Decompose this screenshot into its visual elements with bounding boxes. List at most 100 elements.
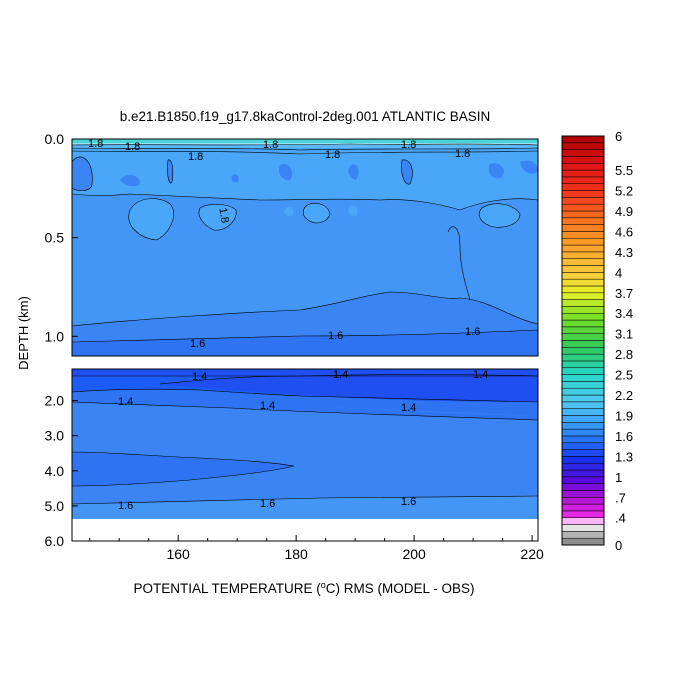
colorbar-labels: 0 .4 .7 1 1.3 1.6 1.9 2.2 2.5 2.8 3.1 3.4 3.7 4 4.3 4.6…: [615, 129, 633, 553]
colorbar-tick-label: 3.1: [615, 327, 633, 342]
top-panel-frame: [71, 138, 539, 357]
contour-labels: 1.8 1.8 1.8 1.8 1.8 1.8 1.8 1.8 1.6 1.6 …: [88, 138, 488, 512]
colorbar-cell: [561, 381, 605, 389]
colorbar-tick-label: 4.9: [615, 204, 633, 219]
colorbar-cell: [561, 326, 605, 334]
contour-label: 1.6: [190, 338, 205, 350]
chart-title: b.e21.B1850.f19_g17.8kaControl-2deg.001 …: [120, 109, 491, 124]
colorbar-tick-label: 2.5: [615, 368, 633, 383]
colorbar-cell: [561, 244, 605, 253]
colorbar-cell: [561, 490, 605, 498]
contour-label: 1.8: [325, 149, 340, 161]
contour-label: 1.4: [260, 400, 275, 412]
colorbar-cell: [561, 347, 605, 355]
colorbar-cell: [561, 469, 605, 478]
colorbar-tick-label: 2.8: [615, 347, 633, 362]
colorbar-cell: [561, 238, 605, 246]
colorbar-tick-label: 4.3: [615, 245, 633, 260]
colorbar-cell: [561, 449, 605, 457]
y-tick-label: 4.0: [45, 463, 65, 479]
colorbar-cell: [561, 285, 605, 294]
colorbar-cell: [561, 537, 605, 546]
colorbar-cell: [561, 183, 605, 191]
contour-label: 1.4: [192, 371, 207, 383]
x-tick-label: 160: [166, 546, 190, 562]
colorbar-cell: [561, 197, 605, 205]
colorbar-cell: [561, 422, 605, 430]
colorbar-cell: [561, 135, 605, 144]
contour-label: 1.4: [333, 369, 348, 381]
bottom-contours: [72, 374, 538, 505]
contour-label: 1.8: [125, 141, 140, 153]
x-tick-label: 200: [402, 546, 426, 562]
colorbar-cell: [561, 510, 605, 518]
colorbar-cell: [561, 483, 605, 491]
y-tick-label: 0.5: [45, 230, 65, 246]
x-axis: 160 180 200 220: [89, 535, 544, 562]
colorbar-tick-label: 4.6: [615, 224, 633, 239]
colorbar-cell: [561, 394, 605, 403]
colorbar-cell: [561, 278, 605, 287]
colorbar: [561, 135, 605, 546]
colorbar-cell: [561, 224, 605, 232]
colorbar-cell: [561, 163, 605, 171]
colorbar-cell: [561, 217, 605, 225]
colorbar-cell: [561, 149, 605, 157]
contour-label: 1.6: [401, 496, 416, 508]
contour-label: 1.4: [118, 396, 133, 408]
y-tick-label: 6.0: [45, 533, 65, 549]
colorbar-cell: [561, 428, 605, 437]
top-panel-field: [72, 139, 538, 356]
colorbar-cell: [561, 442, 605, 450]
colorbar-cell: [561, 258, 605, 266]
colorbar-tick-label: .4: [615, 511, 626, 526]
colorbar-cell: [561, 408, 605, 416]
colorbar-cell: [561, 367, 605, 375]
colorbar-cell: [561, 176, 605, 184]
colorbar-cell: [561, 319, 605, 328]
contour-label: 1.4: [473, 369, 488, 381]
colorbar-tick-label: .7: [615, 490, 626, 505]
colorbar-cell: [561, 272, 605, 280]
y-tick-label: 5.0: [45, 498, 65, 514]
colorbar-cell: [561, 531, 605, 539]
contour-label: 1.8: [216, 207, 230, 224]
x-tick-label: 180: [284, 546, 308, 562]
y-tick-label: 3.0: [45, 428, 65, 444]
x-axis-label: POTENTIAL TEMPERATURE (oC) RMS (MODEL - …: [133, 580, 474, 596]
colorbar-tick-label: 4: [615, 265, 622, 280]
colorbar-cell: [561, 401, 605, 409]
contour-label: 1.8: [263, 139, 278, 151]
colorbar-cell: [561, 312, 605, 321]
colorbar-cell: [561, 415, 605, 423]
colorbar-tick-label: 5.5: [615, 163, 633, 178]
colorbar-frame: [561, 135, 605, 546]
y-axis-bottom: 2.0 3.0 4.0 5.0 6.0: [45, 393, 78, 549]
top-contours: [72, 143, 538, 343]
colorbar-cell: [561, 203, 605, 212]
colorbar-cell: [561, 374, 605, 382]
colorbar-cell: [561, 333, 605, 341]
contour-label: 1.8: [188, 151, 203, 163]
contour-label: 1.4: [401, 402, 416, 414]
colorbar-cell: [561, 210, 605, 219]
colorbar-cell: [561, 231, 605, 239]
colorbar-cell: [561, 503, 605, 512]
colorbar-cell: [561, 456, 605, 464]
colorbar-cell: [561, 524, 605, 532]
colorbar-cell: [561, 497, 605, 505]
colorbar-cell: [561, 517, 605, 525]
y-tick-label: 0.0: [45, 131, 65, 147]
colorbar-cell: [561, 306, 605, 314]
colorbar-tick-label: 2.2: [615, 388, 633, 403]
colorbar-cell: [561, 360, 605, 369]
colorbar-cell: [561, 353, 605, 362]
colorbar-tick-label: 0: [615, 538, 622, 553]
colorbar-cell: [561, 340, 605, 348]
colorbar-tick-label: 6: [615, 129, 622, 144]
y-tick-label: 2.0: [45, 393, 65, 409]
colorbar-cell: [561, 387, 605, 396]
contour-label: 1.8: [88, 138, 103, 150]
colorbar-cell: [561, 265, 605, 273]
